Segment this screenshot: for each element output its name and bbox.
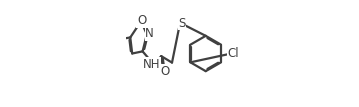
- Text: S: S: [178, 16, 186, 30]
- Text: O: O: [137, 14, 146, 27]
- Text: N: N: [145, 27, 154, 40]
- Text: NH: NH: [143, 58, 160, 71]
- Text: O: O: [161, 65, 170, 78]
- Text: Cl: Cl: [228, 47, 239, 60]
